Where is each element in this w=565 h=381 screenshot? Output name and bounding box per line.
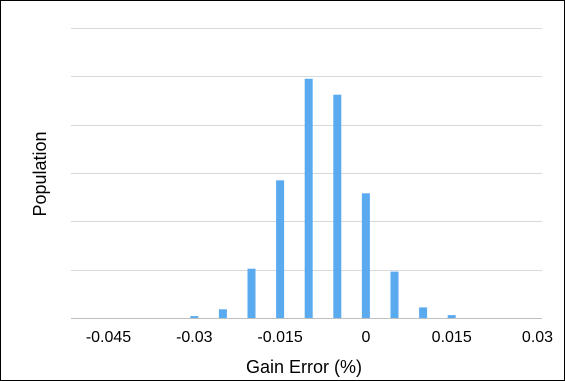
bar-11 xyxy=(419,307,428,318)
bar-10 xyxy=(390,271,399,318)
bar-5 xyxy=(247,268,256,318)
x-tick-label-1: -0.03 xyxy=(176,329,213,346)
bar-12 xyxy=(447,315,456,318)
x-tick-label-4: 0.015 xyxy=(432,329,472,346)
x-tick-label-5: 0.03 xyxy=(522,329,553,346)
bar-4 xyxy=(218,309,227,318)
y-axis-label: Population xyxy=(30,131,50,216)
bar-6 xyxy=(276,180,285,319)
bar-8 xyxy=(333,94,342,318)
bar-7 xyxy=(304,78,313,319)
x-tick-labels: -0.045 -0.03 -0.015 0 0.015 0.03 xyxy=(86,329,553,346)
x-axis-label: Gain Error (%) xyxy=(246,357,362,377)
bars xyxy=(190,78,456,319)
x-tick-label-3: 0 xyxy=(361,329,370,346)
bar-9 xyxy=(361,193,370,318)
x-tick-label-0: -0.045 xyxy=(86,329,131,346)
bar-3 xyxy=(190,316,199,318)
x-tick-label-2: -0.015 xyxy=(257,329,302,346)
